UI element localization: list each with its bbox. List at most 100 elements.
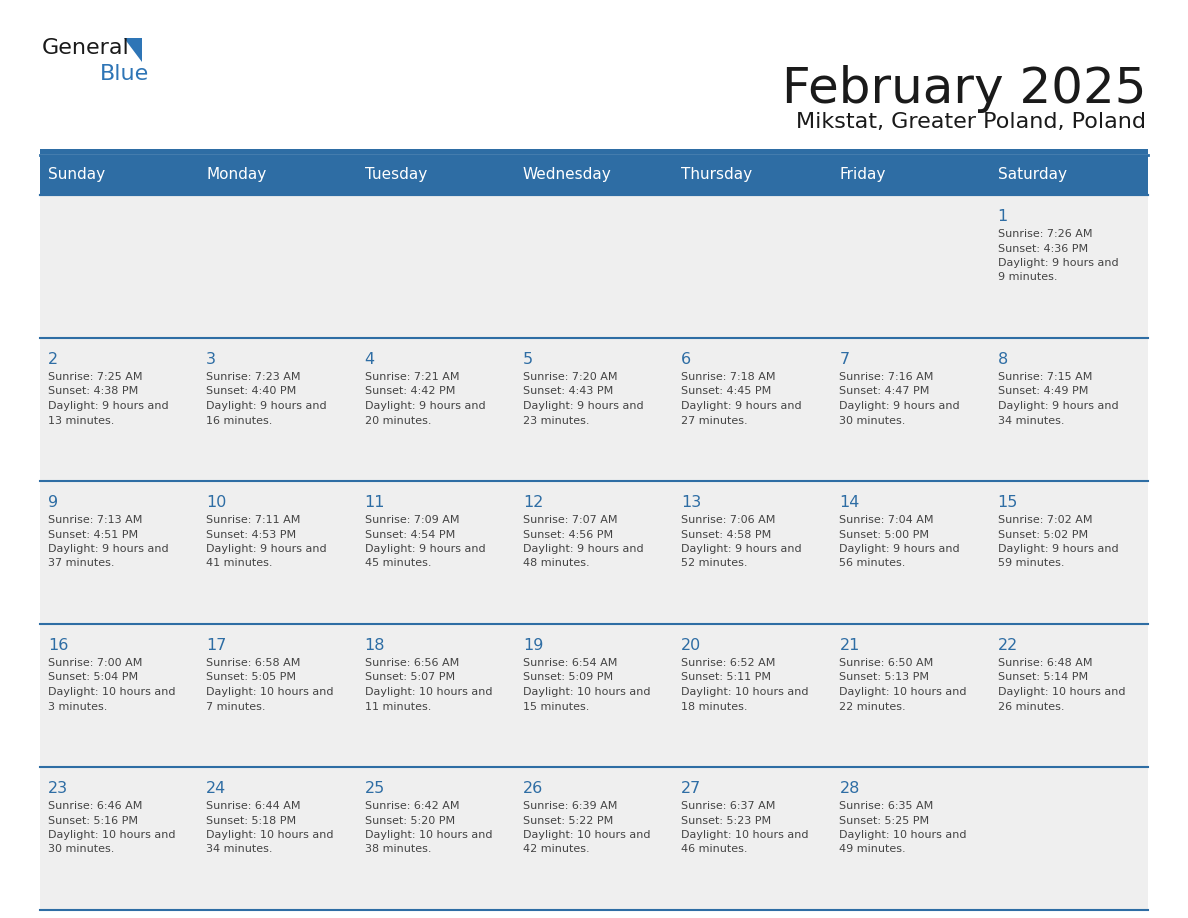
Text: Daylight: 10 hours and: Daylight: 10 hours and — [207, 830, 334, 840]
Text: Sunset: 5:04 PM: Sunset: 5:04 PM — [48, 673, 138, 682]
Text: 27: 27 — [681, 781, 701, 796]
Text: 2: 2 — [48, 352, 58, 367]
Text: Daylight: 9 hours and: Daylight: 9 hours and — [207, 401, 327, 411]
Text: Sunrise: 7:15 AM: Sunrise: 7:15 AM — [998, 372, 1092, 382]
Bar — [832, 624, 990, 767]
Text: Daylight: 9 hours and: Daylight: 9 hours and — [840, 544, 960, 554]
Text: Daylight: 10 hours and: Daylight: 10 hours and — [998, 687, 1125, 697]
Text: 42 minutes.: 42 minutes. — [523, 845, 589, 855]
Bar — [198, 624, 356, 767]
Text: 18: 18 — [365, 638, 385, 653]
Text: Sunrise: 6:54 AM: Sunrise: 6:54 AM — [523, 658, 618, 668]
Text: 52 minutes.: 52 minutes. — [681, 558, 747, 568]
Text: 14: 14 — [840, 495, 860, 510]
Text: Sunset: 4:53 PM: Sunset: 4:53 PM — [207, 530, 297, 540]
Text: Sunset: 5:00 PM: Sunset: 5:00 PM — [840, 530, 929, 540]
Text: Daylight: 9 hours and: Daylight: 9 hours and — [681, 401, 802, 411]
Text: Daylight: 10 hours and: Daylight: 10 hours and — [681, 687, 809, 697]
Text: Sunrise: 7:02 AM: Sunrise: 7:02 AM — [998, 515, 1092, 525]
Text: Wednesday: Wednesday — [523, 167, 612, 183]
Text: Sunrise: 6:46 AM: Sunrise: 6:46 AM — [48, 801, 143, 811]
Text: Sunset: 4:36 PM: Sunset: 4:36 PM — [998, 243, 1088, 253]
Text: 6: 6 — [681, 352, 691, 367]
Text: Daylight: 10 hours and: Daylight: 10 hours and — [207, 687, 334, 697]
Text: 59 minutes.: 59 minutes. — [998, 558, 1064, 568]
Polygon shape — [124, 38, 143, 62]
Text: Friday: Friday — [840, 167, 886, 183]
Bar — [40, 195, 198, 338]
Text: Daylight: 10 hours and: Daylight: 10 hours and — [523, 830, 650, 840]
Bar — [674, 195, 832, 338]
Text: Sunrise: 7:21 AM: Sunrise: 7:21 AM — [365, 372, 459, 382]
Text: Sunset: 5:05 PM: Sunset: 5:05 PM — [207, 673, 296, 682]
Text: Sunset: 5:18 PM: Sunset: 5:18 PM — [207, 815, 297, 825]
Text: Sunset: 5:22 PM: Sunset: 5:22 PM — [523, 815, 613, 825]
Text: 7: 7 — [840, 352, 849, 367]
Text: Sunrise: 6:50 AM: Sunrise: 6:50 AM — [840, 658, 934, 668]
Text: Daylight: 10 hours and: Daylight: 10 hours and — [681, 830, 809, 840]
Text: Sunrise: 6:48 AM: Sunrise: 6:48 AM — [998, 658, 1092, 668]
Text: Daylight: 9 hours and: Daylight: 9 hours and — [998, 544, 1118, 554]
Text: Sunrise: 6:37 AM: Sunrise: 6:37 AM — [681, 801, 776, 811]
Text: Sunday: Sunday — [48, 167, 105, 183]
Text: 13 minutes.: 13 minutes. — [48, 416, 114, 426]
Bar — [198, 481, 356, 624]
Text: 24: 24 — [207, 781, 227, 796]
Text: Mikstat, Greater Poland, Poland: Mikstat, Greater Poland, Poland — [796, 112, 1146, 132]
Text: Sunset: 5:23 PM: Sunset: 5:23 PM — [681, 815, 771, 825]
Text: 27 minutes.: 27 minutes. — [681, 416, 747, 426]
Bar — [990, 624, 1148, 767]
Text: 49 minutes.: 49 minutes. — [840, 845, 906, 855]
Text: Sunrise: 6:56 AM: Sunrise: 6:56 AM — [365, 658, 459, 668]
Bar — [40, 155, 1148, 195]
Text: Daylight: 9 hours and: Daylight: 9 hours and — [998, 258, 1118, 268]
Text: 16: 16 — [48, 638, 69, 653]
Bar — [356, 481, 514, 624]
Text: 48 minutes.: 48 minutes. — [523, 558, 589, 568]
Text: Sunset: 5:25 PM: Sunset: 5:25 PM — [840, 815, 929, 825]
Text: Sunset: 5:09 PM: Sunset: 5:09 PM — [523, 673, 613, 682]
Text: Sunrise: 6:39 AM: Sunrise: 6:39 AM — [523, 801, 618, 811]
Text: Daylight: 9 hours and: Daylight: 9 hours and — [48, 544, 169, 554]
Text: Sunset: 4:45 PM: Sunset: 4:45 PM — [681, 386, 771, 397]
Text: 3: 3 — [207, 352, 216, 367]
Bar — [674, 481, 832, 624]
Text: 9: 9 — [48, 495, 58, 510]
Text: Sunrise: 7:25 AM: Sunrise: 7:25 AM — [48, 372, 143, 382]
Text: Sunset: 5:11 PM: Sunset: 5:11 PM — [681, 673, 771, 682]
Text: 15: 15 — [998, 495, 1018, 510]
Text: 22: 22 — [998, 638, 1018, 653]
Text: Tuesday: Tuesday — [365, 167, 426, 183]
Text: Sunrise: 7:13 AM: Sunrise: 7:13 AM — [48, 515, 143, 525]
Text: Daylight: 9 hours and: Daylight: 9 hours and — [840, 401, 960, 411]
Bar — [674, 767, 832, 910]
Text: Daylight: 10 hours and: Daylight: 10 hours and — [365, 687, 492, 697]
Text: 20: 20 — [681, 638, 701, 653]
Text: 30 minutes.: 30 minutes. — [48, 845, 114, 855]
Text: Sunrise: 7:26 AM: Sunrise: 7:26 AM — [998, 229, 1092, 239]
Text: Thursday: Thursday — [681, 167, 752, 183]
Text: 45 minutes.: 45 minutes. — [365, 558, 431, 568]
Text: Daylight: 9 hours and: Daylight: 9 hours and — [523, 401, 644, 411]
Text: 38 minutes.: 38 minutes. — [365, 845, 431, 855]
Text: February 2025: February 2025 — [782, 65, 1146, 113]
Text: 37 minutes.: 37 minutes. — [48, 558, 114, 568]
Text: Sunrise: 6:58 AM: Sunrise: 6:58 AM — [207, 658, 301, 668]
Text: Sunset: 5:14 PM: Sunset: 5:14 PM — [998, 673, 1088, 682]
Text: Sunset: 5:13 PM: Sunset: 5:13 PM — [840, 673, 929, 682]
Bar — [40, 481, 198, 624]
Text: Saturday: Saturday — [998, 167, 1067, 183]
Text: Daylight: 9 hours and: Daylight: 9 hours and — [48, 401, 169, 411]
Text: 5: 5 — [523, 352, 533, 367]
Bar — [990, 481, 1148, 624]
Bar — [832, 767, 990, 910]
Text: Sunrise: 7:18 AM: Sunrise: 7:18 AM — [681, 372, 776, 382]
Text: 25: 25 — [365, 781, 385, 796]
Text: 41 minutes.: 41 minutes. — [207, 558, 273, 568]
Text: 11 minutes.: 11 minutes. — [365, 701, 431, 711]
Bar — [514, 624, 674, 767]
Text: Blue: Blue — [100, 64, 150, 84]
Bar — [40, 767, 198, 910]
Text: Sunset: 5:20 PM: Sunset: 5:20 PM — [365, 815, 455, 825]
Text: 26: 26 — [523, 781, 543, 796]
